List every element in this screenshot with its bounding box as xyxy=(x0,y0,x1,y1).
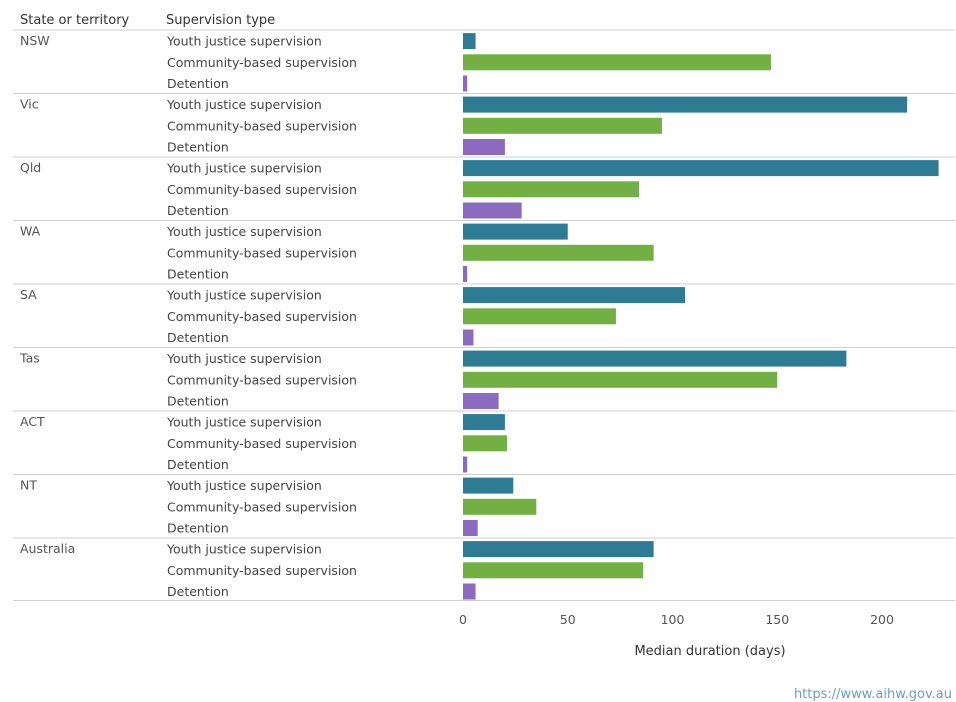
group-act: ACT Youth justice supervision Community-ba… xyxy=(13,410,955,473)
series-label-sa-1: Community-based supervision xyxy=(167,309,357,324)
series-label-australia-1: Community-based supervision xyxy=(167,563,357,578)
group-nsw: NSW Youth justice supervision Community-ba… xyxy=(13,29,955,92)
x-axis-ticks: 0 50 100 150 200 xyxy=(459,612,894,627)
bar-nsw-2 xyxy=(463,75,468,92)
source-link[interactable]: https://www.aihw.gov.au xyxy=(793,687,952,702)
series-label-tas-0: Youth justice supervision xyxy=(166,351,322,366)
bar-vic-1 xyxy=(463,117,663,134)
series-label-vic-2: Detention xyxy=(167,140,229,155)
series-label-qld-0: Youth justice supervision xyxy=(166,161,322,176)
series-label-nt-2: Detention xyxy=(167,521,229,536)
series-label-tas-2: Detention xyxy=(167,394,229,409)
header-state: State or territory xyxy=(20,13,130,28)
bar-sa-1 xyxy=(463,308,616,325)
state-label-act: ACT xyxy=(20,414,45,429)
group-tas: Tas Youth justice supervision Community-ba… xyxy=(13,347,955,409)
group-vic: Vic Youth justice supervision Community-ba… xyxy=(13,93,955,155)
series-label-qld-2: Detention xyxy=(167,203,229,218)
series-label-tas-1: Community-based supervision xyxy=(167,372,357,387)
bar-australia-2 xyxy=(463,583,476,600)
x-axis-title: Median duration (days) xyxy=(634,644,785,659)
bar-wa-1 xyxy=(463,244,654,261)
series-label-nsw-2: Detention xyxy=(167,76,229,91)
state-label-qld: Qld xyxy=(20,160,41,175)
bar-qld-1 xyxy=(463,181,639,198)
bar-nsw-0 xyxy=(463,33,476,50)
series-label-wa-1: Community-based supervision xyxy=(167,245,357,260)
state-label-australia: Australia xyxy=(20,541,75,556)
series-label-vic-0: Youth justice supervision xyxy=(166,97,322,112)
bar-wa-2 xyxy=(463,266,468,282)
header-supervision-type: Supervision type xyxy=(166,13,275,28)
bar-qld-2 xyxy=(463,202,522,219)
bar-nt-0 xyxy=(463,477,514,494)
series-label-nsw-0: Youth justice supervision xyxy=(166,34,322,49)
bar-nsw-1 xyxy=(463,54,771,71)
bar-tas-1 xyxy=(463,371,778,388)
state-label-sa: SA xyxy=(20,287,37,302)
chart-rows: NSW Youth justice supervision Community-ba… xyxy=(13,29,955,601)
bar-tas-2 xyxy=(463,393,499,409)
bar-sa-2 xyxy=(463,329,474,346)
bar-sa-0 xyxy=(463,287,686,304)
bar-vic-0 xyxy=(463,96,908,113)
group-nt: NT Youth justice supervision Community-bas… xyxy=(13,474,955,536)
bar-vic-2 xyxy=(463,139,505,155)
series-label-australia-0: Youth justice supervision xyxy=(166,542,322,557)
series-label-sa-0: Youth justice supervision xyxy=(166,288,322,303)
bar-act-0 xyxy=(463,414,505,431)
group-australia: Australia Youth justice supervision Commun… xyxy=(13,537,955,600)
state-label-nsw: NSW xyxy=(20,33,50,48)
bar-nt-1 xyxy=(463,498,537,515)
series-label-nt-1: Community-based supervision xyxy=(167,499,357,514)
series-label-act-0: Youth justice supervision xyxy=(166,415,322,430)
bar-australia-0 xyxy=(463,541,654,558)
bar-act-1 xyxy=(463,435,507,452)
bar-qld-0 xyxy=(463,160,939,177)
state-label-wa: WA xyxy=(20,224,41,239)
bar-tas-0 xyxy=(463,350,847,367)
series-label-wa-0: Youth justice supervision xyxy=(166,224,322,239)
group-wa: WA Youth justice supervision Community-bas… xyxy=(13,220,955,282)
x-tick-200: 200 xyxy=(870,612,894,627)
bar-wa-0 xyxy=(463,223,568,240)
state-label-vic: Vic xyxy=(20,97,39,112)
series-label-act-2: Detention xyxy=(167,457,229,472)
bar-australia-1 xyxy=(463,562,644,579)
series-label-sa-2: Detention xyxy=(167,330,229,345)
state-label-tas: Tas xyxy=(19,351,40,366)
bar-act-2 xyxy=(463,456,468,473)
x-tick-50: 50 xyxy=(560,612,576,627)
group-sa: SA Youth justice supervision Community-bas… xyxy=(13,283,955,346)
group-qld: Qld Youth justice supervision Community-ba… xyxy=(13,156,955,219)
series-label-qld-1: Community-based supervision xyxy=(167,182,357,197)
x-tick-0: 0 xyxy=(459,612,467,627)
series-label-australia-2: Detention xyxy=(167,584,229,599)
state-label-nt: NT xyxy=(20,478,37,493)
series-label-act-1: Community-based supervision xyxy=(167,436,357,451)
x-tick-100: 100 xyxy=(661,612,685,627)
x-tick-150: 150 xyxy=(765,612,789,627)
series-label-nt-0: Youth justice supervision xyxy=(166,478,322,493)
series-label-vic-1: Community-based supervision xyxy=(167,118,357,133)
series-label-wa-2: Detention xyxy=(167,267,229,282)
series-label-nsw-1: Community-based supervision xyxy=(167,55,357,70)
bar-nt-2 xyxy=(463,520,478,536)
